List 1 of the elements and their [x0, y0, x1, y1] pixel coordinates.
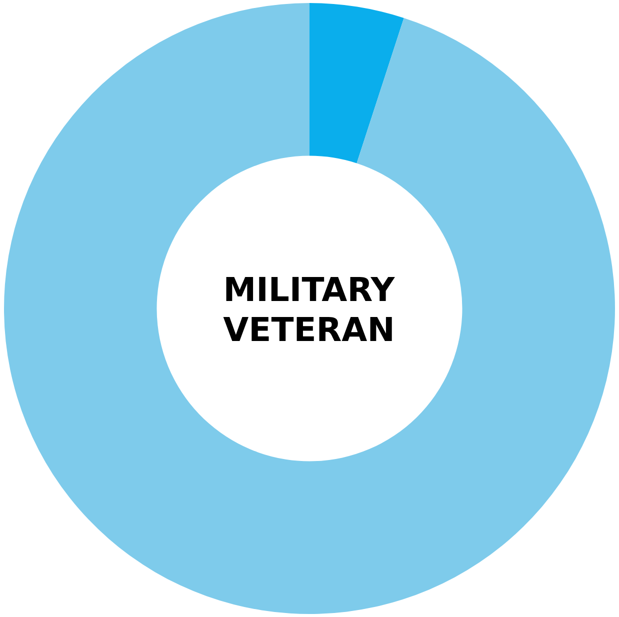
- text: MILITARY VETERAN: [222, 270, 396, 350]
